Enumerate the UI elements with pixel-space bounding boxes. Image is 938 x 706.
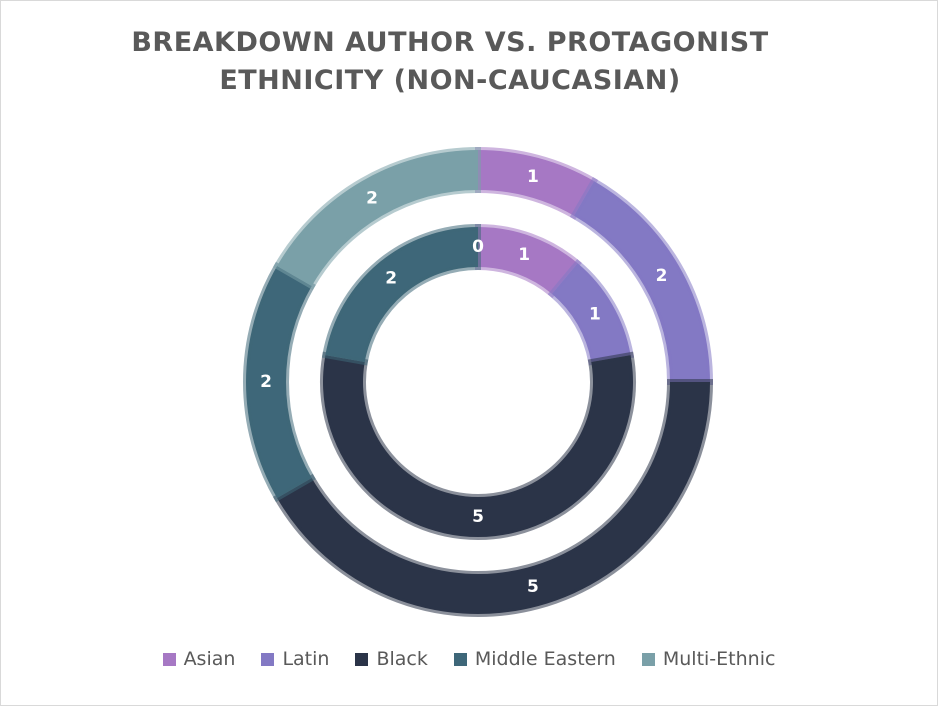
inner-ring-slice-middle-eastern [321,223,481,366]
legend-item-black: Black [355,648,428,670]
legend-swatch [162,652,176,666]
inner-ring-label-middle-eastern: 2 [385,269,397,289]
data-labels: 1 1 5 2 0 1 2 5 2 2 [260,167,667,597]
chart-legend: Asian Latin Black Middle Eastern Multi-Ethni… [0,648,938,670]
inner-ring-slice-black [320,351,636,540]
outer-ring-label-black: 5 [527,577,539,597]
chart-title: BREAKDOWN AUTHOR VS. PROTAGONIST ETHNICI… [131,27,769,96]
legend-label: Asian [183,648,236,670]
outer-ring-slice-multi-ethnic [272,146,481,291]
outer-ring-label-multi-ethnic: 2 [366,188,378,208]
legend-swatch [641,652,655,666]
legend-label: Multi-Ethnic [662,648,776,670]
legend-item-asian: Asian [162,648,236,670]
inner-ring-label-multi-ethnic: 0 [472,237,484,257]
legend-label: Latin [282,648,330,670]
legend-item-middle-eastern: Middle Eastern [453,648,616,670]
outer-ring-label-asian: 1 [527,167,539,187]
legend-item-latin: Latin [261,648,329,670]
inner-ring-label-asian: 1 [518,245,530,265]
legend-item-multi-ethnic: Multi-Ethnic [641,648,776,670]
outer-ring-label-latin: 2 [656,266,668,286]
outer-ring-label-middle-eastern: 2 [260,372,272,392]
legend-swatch [355,652,369,666]
legend-label: Middle Eastern [474,648,616,670]
donut-rings [243,146,714,617]
legend-swatch [453,652,467,666]
inner-ring-label-black: 5 [472,507,484,527]
legend-swatch [261,652,275,666]
inner-ring-label-latin: 1 [589,305,601,325]
outer-ring-slice-middle-eastern [243,261,316,503]
legend-label: Black [376,648,428,670]
